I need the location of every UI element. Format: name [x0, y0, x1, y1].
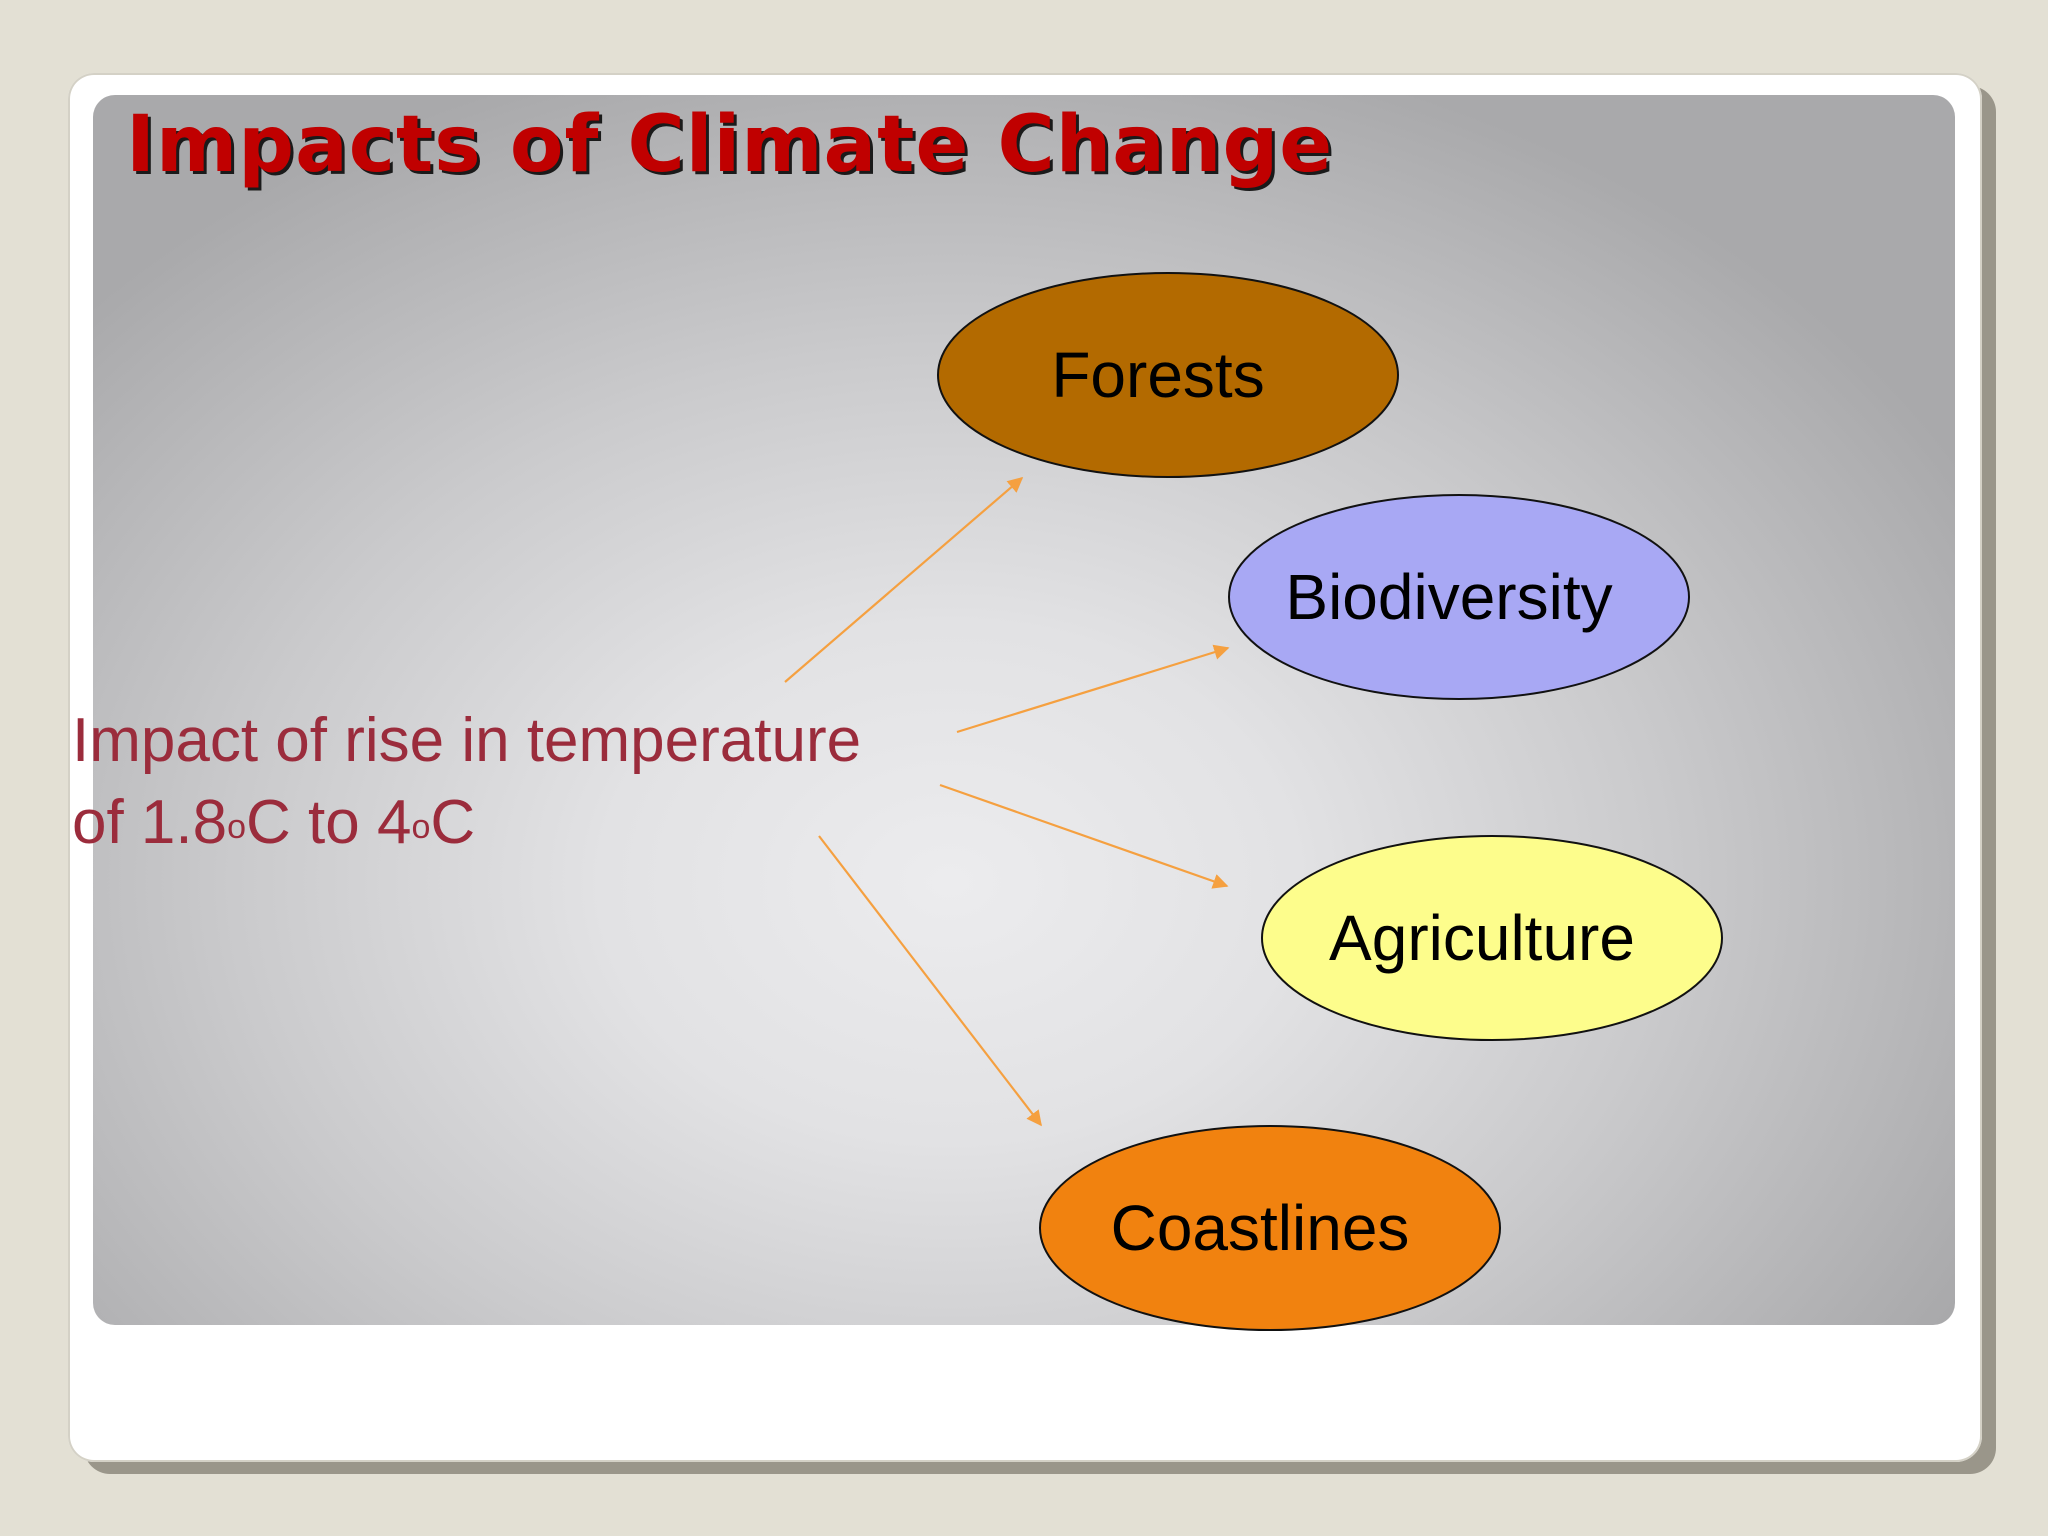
node-coastlines: Coastlines: [1039, 1125, 1501, 1331]
node-agriculture-ellipse: [1261, 835, 1723, 1041]
source-line-2-prefix: of 1.8: [72, 788, 228, 857]
arrow-to-biodiversity: [956, 644, 1230, 734]
arrows-group: [784, 476, 1230, 1127]
slide-title: Impacts of Climate Change: [126, 100, 1334, 190]
node-forests-ellipse: [937, 272, 1399, 478]
node-forests: Forests: [937, 272, 1399, 478]
nodes-group: Forests Biodiversity Agriculture Coastlines: [937, 272, 1723, 1331]
degree-symbol-1: o: [227, 807, 247, 846]
source-line-2: of 1.8oC to 4oC: [72, 782, 861, 864]
arrow-to-agriculture: [939, 783, 1229, 889]
source-line-2-end: C: [430, 788, 476, 857]
arrow-to-coastlines: [818, 835, 1042, 1127]
node-coastlines-label: Coastlines: [1111, 1192, 1410, 1264]
source-line-1: Impact of rise in temperature: [72, 706, 862, 775]
source-line-2-mid: C to 4: [246, 788, 412, 857]
node-agriculture: Agriculture: [1261, 835, 1723, 1041]
node-coastlines-ellipse: [1039, 1125, 1501, 1331]
node-biodiversity-ellipse: [1228, 494, 1690, 700]
source-statement: Impact of rise in temperature of 1.8oC t…: [72, 700, 861, 864]
node-biodiversity-label: Biodiversity: [1285, 561, 1612, 633]
arrow-to-forests: [784, 476, 1024, 683]
node-forests-label: Forests: [1051, 339, 1264, 411]
node-agriculture-label: Agriculture: [1329, 902, 1635, 974]
node-biodiversity: Biodiversity: [1228, 494, 1690, 700]
degree-symbol-2: o: [411, 807, 431, 846]
